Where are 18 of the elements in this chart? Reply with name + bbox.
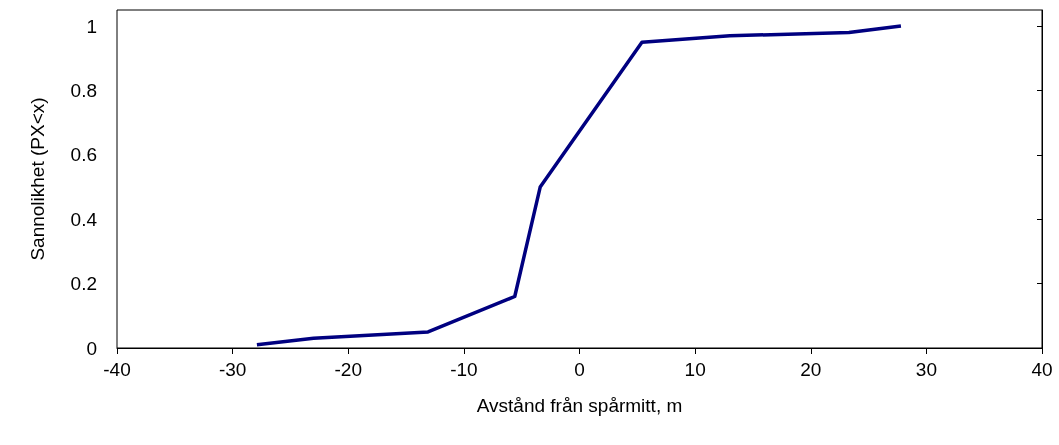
- y-tick-label: 0.6: [70, 144, 97, 166]
- x-axis-title: Avstånd från spårmitt, m: [476, 395, 683, 416]
- y-tick-label: 0.4: [70, 208, 98, 230]
- x-tick-label: -20: [334, 359, 362, 380]
- x-tick-label: 20: [800, 359, 822, 380]
- x-tick-label: -40: [103, 359, 131, 380]
- y-axis-title: Sannolikhet (PX<x): [27, 97, 48, 261]
- y-tick-label: 0.8: [70, 79, 97, 101]
- x-tick-label: 10: [684, 359, 706, 380]
- x-tick-label: 30: [915, 359, 937, 380]
- y-tick-label: 0: [86, 337, 97, 359]
- y-tick-label: 1: [86, 15, 97, 37]
- x-tick-label: -10: [450, 359, 478, 380]
- line-series: [255, 24, 903, 347]
- y-tick-label: 0.2: [70, 273, 97, 295]
- x-tick-label: 40: [1031, 359, 1053, 380]
- x-tick-label: 0: [574, 359, 585, 380]
- x-tick-label: -30: [218, 359, 247, 380]
